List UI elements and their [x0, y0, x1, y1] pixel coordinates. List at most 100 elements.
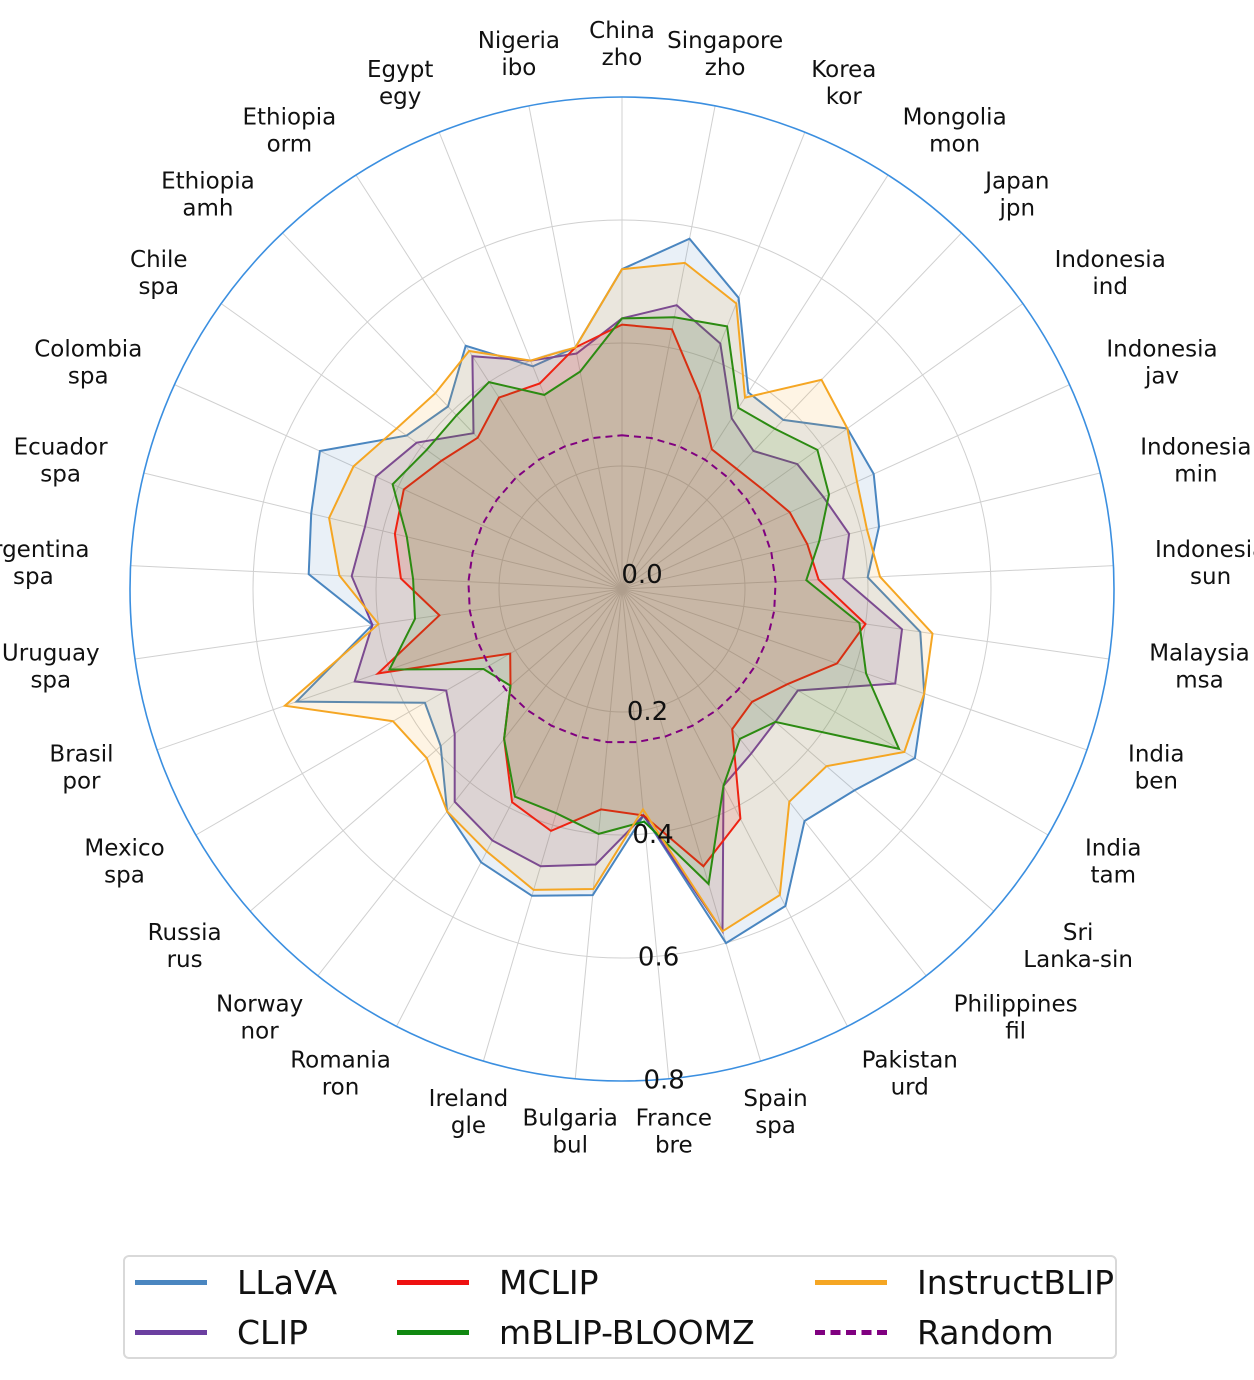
spoke-28	[220, 303, 623, 590]
legend-swatch	[397, 1280, 469, 1285]
category-label: Singapore zho	[667, 28, 783, 81]
spoke-10	[621, 588, 1088, 751]
category-label-line: zho	[602, 45, 643, 71]
series-random	[467, 434, 777, 744]
outer-frame	[129, 96, 1115, 1082]
category-label: India tam	[1085, 836, 1141, 889]
category-label: Chile spa	[130, 247, 188, 300]
r-tick-label: 0.2	[627, 697, 668, 727]
legend-swatch	[135, 1330, 207, 1335]
category-label-line: mon	[929, 132, 980, 158]
category-label: Brasil por	[49, 741, 113, 794]
category-label-line: jav	[1144, 364, 1179, 390]
category-label-line: gle	[451, 1113, 486, 1139]
legend-item: mBLIP-BLOOMZ	[397, 1313, 755, 1352]
category-label-line: spa	[104, 863, 145, 889]
category-label-line: Lanka-sin	[1023, 947, 1133, 973]
legend-item: Random	[815, 1313, 1054, 1352]
category-label-line: spa	[755, 1113, 796, 1139]
category-label: Ethiopia orm	[243, 105, 337, 158]
category-label: Uruguay spa	[2, 641, 100, 694]
spoke-18	[482, 588, 623, 1062]
r-tick-label: 0.8	[643, 1066, 684, 1096]
category-label-line: Colombia	[34, 337, 142, 363]
category-label-line: Ethiopia	[161, 169, 255, 195]
category-label: Indonesia min	[1140, 435, 1251, 488]
category-label-line: Ecuador	[14, 435, 109, 461]
legend-label: MCLIP	[499, 1263, 599, 1302]
category-label-line: bre	[655, 1133, 693, 1159]
spoke-3	[621, 174, 889, 590]
category-label-line: spa	[138, 274, 179, 300]
category-label-line: jpn	[999, 196, 1036, 222]
category-label-line: Egypt	[367, 57, 433, 83]
legend-swatch	[135, 1280, 207, 1285]
legend-label: LLaVA	[237, 1263, 338, 1302]
category-label-line: India	[1128, 741, 1184, 767]
category-label-line: Indonesia	[1155, 537, 1254, 563]
category-label-line: Nigeria	[478, 28, 560, 54]
category-label-line: ind	[1092, 274, 1128, 300]
category-label-line: Indonesia	[1055, 247, 1166, 273]
legend-item: CLIP	[135, 1313, 308, 1352]
category-label-line: fil	[1005, 1018, 1026, 1044]
category-label-line: Spain	[743, 1086, 807, 1112]
r-tick-label: 0.0	[621, 560, 662, 590]
category-label-line: ron	[322, 1074, 360, 1100]
spoke-2	[621, 132, 806, 590]
category-label-line: Brasil	[49, 741, 113, 767]
legend-label: mBLIP-BLOOMZ	[499, 1313, 755, 1352]
legend-swatch	[815, 1330, 887, 1335]
spoke-29	[282, 232, 623, 590]
legend-item: MCLIP	[397, 1263, 599, 1302]
category-label-line: Indonesia	[1106, 337, 1217, 363]
category-label-line: tam	[1090, 863, 1136, 889]
spoke-19	[396, 588, 623, 1027]
legend-item: InstructBLIP	[815, 1263, 1114, 1302]
category-label: Mexico spa	[84, 836, 164, 889]
category-label-line: spa	[40, 462, 81, 488]
category-label-line: Ireland	[429, 1086, 509, 1112]
spoke-16	[621, 588, 670, 1079]
category-label-line: rus	[167, 947, 203, 973]
category-label: Spain spa	[743, 1086, 807, 1139]
legend-item: LLaVA	[135, 1263, 337, 1302]
category-label: Russia rus	[148, 920, 222, 973]
legend-label: CLIP	[237, 1313, 309, 1352]
category-label-line: Indonesia	[1140, 435, 1251, 461]
legend-swatch	[397, 1330, 469, 1335]
category-label-line: Sri	[1063, 920, 1093, 946]
series-mclip	[374, 323, 867, 868]
category-label-line: amh	[182, 196, 233, 222]
category-label-line: Russia	[148, 920, 222, 946]
category-label: Indonesia ind	[1055, 247, 1166, 300]
category-label: Indonesiasun	[1155, 537, 1254, 590]
spoke-4	[621, 232, 962, 590]
category-label-line: Philippines	[954, 991, 1078, 1017]
spoke-7	[621, 472, 1101, 590]
category-label-line: Ethiopia	[243, 105, 337, 131]
spoke-22	[195, 588, 623, 836]
category-label-line: Bulgaria	[522, 1106, 617, 1132]
r-tick-label: 0.6	[638, 943, 679, 973]
r-tick-label: 0.4	[632, 820, 673, 850]
category-label-line: nor	[241, 1018, 280, 1044]
category-label: China zho	[589, 18, 655, 71]
category-label-line: India	[1085, 836, 1141, 862]
category-label: Ireland gle	[429, 1086, 509, 1139]
legend-label: InstructBLIP	[917, 1263, 1115, 1302]
series-mblip-bloomz	[387, 316, 901, 887]
category-label-line: spa	[68, 364, 109, 390]
category-label-line: Singapore	[667, 28, 783, 54]
legend-label: Random	[917, 1313, 1054, 1352]
category-label-line: Korea	[811, 57, 876, 83]
category-label: Norway nor	[216, 991, 303, 1044]
category-label-line: ibo	[501, 55, 536, 81]
category-label-line: urd	[891, 1074, 929, 1100]
category-label-line: Uruguay	[2, 641, 100, 667]
spoke-6	[621, 384, 1070, 590]
spoke-21	[249, 588, 623, 912]
category-label-line: Argentina	[0, 537, 89, 563]
spoke-15	[621, 588, 762, 1062]
category-label: Bulgaria bul	[522, 1106, 617, 1159]
